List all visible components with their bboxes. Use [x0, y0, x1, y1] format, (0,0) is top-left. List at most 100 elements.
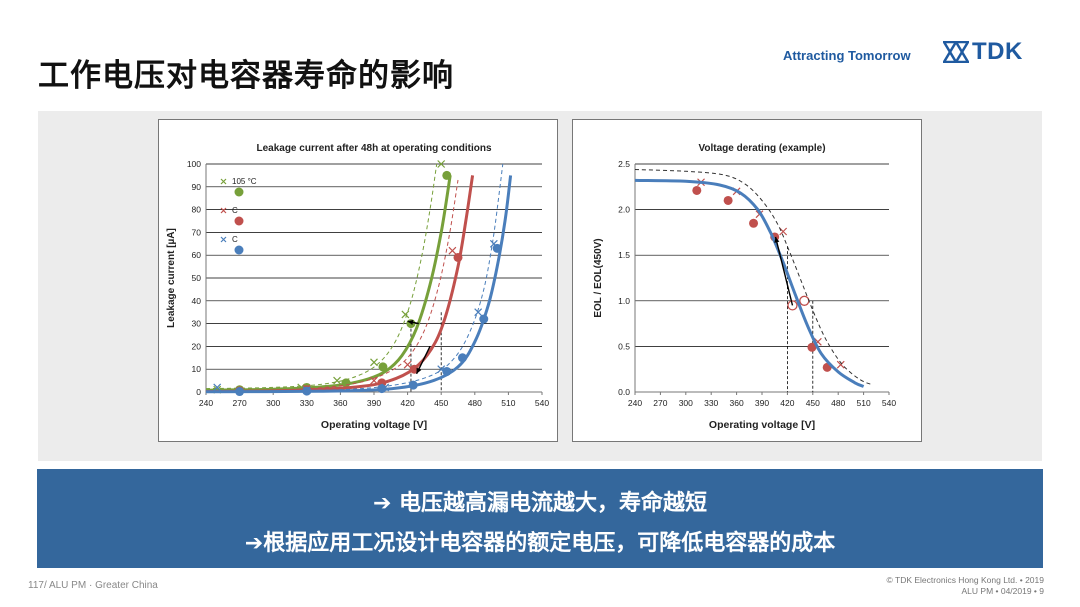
data-cross	[437, 160, 446, 168]
x-tick-label: 240	[628, 398, 642, 408]
x-tick-label: 360	[730, 398, 744, 408]
x-tick-label: 330	[704, 398, 718, 408]
y-tick-label: 50	[192, 273, 202, 283]
y-axis-label: EOL / EOL(450V)	[593, 238, 604, 317]
x-tick-label: 510	[857, 398, 871, 408]
y-tick-label: 30	[192, 319, 202, 329]
x-tick-label: 480	[831, 398, 845, 408]
y-tick-label: 40	[192, 296, 202, 306]
data-point	[457, 353, 467, 363]
legend-cross	[220, 236, 227, 243]
x-tick-label: 390	[755, 398, 769, 408]
legend-cross	[220, 178, 227, 185]
x-tick-label: 510	[501, 398, 515, 408]
legend-dot	[234, 187, 244, 197]
y-tick-label: 0	[196, 387, 201, 397]
legend-dot	[234, 216, 244, 226]
data-cross	[403, 360, 412, 369]
data-cross	[779, 227, 788, 236]
trend-arrow-head	[407, 319, 414, 325]
data-point	[692, 185, 702, 195]
x-tick-label: 270	[233, 398, 247, 408]
data-point	[453, 252, 463, 262]
data-point	[749, 218, 759, 228]
x-tick-label: 540	[882, 398, 896, 408]
data-point	[377, 384, 387, 394]
leakage-chart-svg: Leakage current after 48h at operating c…	[166, 143, 549, 431]
x-tick-label: 540	[535, 398, 549, 408]
x-axis-label: Operating voltage [V]	[709, 419, 815, 431]
y-tick-label: 2.0	[618, 205, 630, 215]
series-dashed-fit	[634, 169, 873, 386]
slide-title: 工作电压对电容器寿命的影响	[38, 58, 454, 94]
footer-right: © TDK Electronics Hong Kong Ltd. • 2019 …	[887, 575, 1044, 597]
data-cross	[474, 308, 483, 317]
x-tick-label: 300	[266, 398, 280, 408]
series-dashed-fit	[205, 163, 438, 390]
data-point	[378, 362, 388, 372]
legend-label: 105 °C	[232, 177, 257, 186]
trend-arrow-head	[774, 236, 780, 243]
footer-left: 117/ ALU PM · Greater China	[28, 580, 158, 591]
x-tick-label: 450	[806, 398, 820, 408]
series-fit-line	[205, 175, 452, 392]
x-tick-label: 270	[653, 398, 667, 408]
tdk-emblem-icon	[943, 41, 969, 63]
y-tick-label: 60	[192, 250, 202, 260]
y-tick-label: 90	[192, 182, 202, 192]
data-cross	[370, 358, 378, 367]
y-tick-label: 10	[192, 364, 202, 374]
data-point	[492, 243, 502, 253]
x-tick-label: 450	[434, 398, 448, 408]
legend-dot	[234, 245, 244, 255]
y-tick-label: 0.5	[618, 341, 630, 351]
legend-cross	[220, 207, 227, 214]
legend-label: C	[232, 235, 238, 244]
y-tick-label: 2.5	[618, 159, 630, 169]
data-point	[807, 342, 817, 352]
chart-title: Leakage current after 48h at operating c…	[256, 143, 491, 154]
logo-text: TDK	[972, 38, 1023, 65]
conclusion-line-1: ➔ 电压越高漏电流越大，寿命越短	[372, 491, 708, 516]
x-tick-label: 300	[679, 398, 693, 408]
y-tick-label: 70	[192, 227, 202, 237]
trend-arrow	[774, 236, 794, 306]
data-point	[302, 386, 312, 396]
y-tick-label: 100	[187, 159, 201, 169]
data-cross	[401, 310, 410, 319]
legend-label: C	[232, 206, 238, 215]
leakage-chart: Leakage current after 48h at operating c…	[158, 119, 558, 442]
x-tick-label: 480	[468, 398, 482, 408]
series-fit-line	[205, 175, 475, 393]
footer-page: ALU PM • 04/2019 • 9	[961, 586, 1045, 596]
x-tick-label: 360	[333, 398, 347, 408]
x-axis-label: Operating voltage [V]	[321, 419, 427, 431]
data-point	[442, 366, 452, 376]
data-cross	[448, 246, 457, 255]
x-tick-label: 420	[780, 398, 794, 408]
data-point	[341, 378, 351, 388]
data-point	[479, 314, 489, 324]
y-axis-label: Leakage current [µA]	[166, 228, 177, 328]
data-cross	[213, 383, 222, 392]
y-tick-label: 1.5	[618, 250, 630, 260]
data-point	[409, 364, 419, 374]
footer-copyright: © TDK Electronics Hong Kong Ltd. • 2019	[886, 575, 1044, 585]
open-data-point	[799, 295, 810, 306]
y-tick-label: 20	[192, 341, 202, 351]
data-point	[235, 387, 245, 397]
x-tick-label: 390	[367, 398, 381, 408]
conclusion-line-2: ➔根据应用工况设计电容器的额定电压，可降低电容器的成本	[244, 531, 836, 556]
data-cross	[333, 376, 341, 385]
derating-chart-svg: Voltage derating (example) 0.0 0.5 1.0 1.5 2.…	[593, 143, 896, 431]
y-tick-label: 0.0	[618, 387, 630, 397]
y-tick-label: 80	[192, 205, 202, 215]
x-tick-label: 420	[401, 398, 415, 408]
chart-title: Voltage derating (example)	[698, 143, 825, 154]
data-point	[408, 380, 418, 390]
x-tick-label: 330	[300, 398, 314, 408]
conclusion-band: ➔ 电压越高漏电流越大，寿命越短 ➔根据应用工况设计电容器的额定电压，可降低电容…	[37, 469, 1043, 568]
x-tick-label: 240	[199, 398, 213, 408]
y-tick-label: 1.0	[618, 296, 630, 306]
series-dashed-fit	[205, 179, 459, 392]
